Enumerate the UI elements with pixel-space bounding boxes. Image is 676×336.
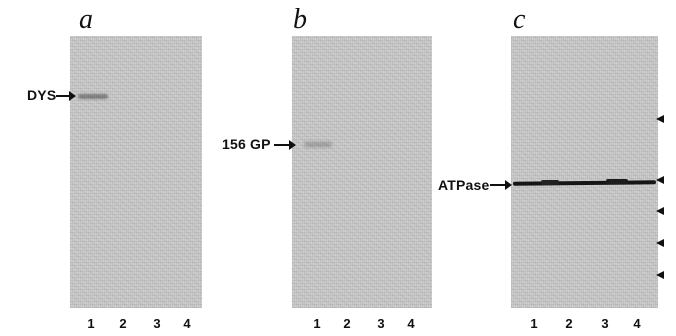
panel-a-lane-4: 4	[183, 316, 191, 331]
panel-b-marker-label: 156 GP	[222, 136, 271, 152]
panel-c-lane-1: 1	[530, 316, 538, 331]
panel-b-lane-1: 1	[313, 316, 321, 331]
panel-a-blot	[70, 36, 202, 308]
panel-c-band-lane2	[541, 180, 559, 185]
panel-c-lane-4: 4	[633, 316, 641, 331]
panel-a-lane-2: 2	[119, 316, 127, 331]
panel-c-letter: c	[513, 4, 526, 35]
panel-a-marker-label: DYS	[27, 87, 57, 103]
panel-a-lane-3: 3	[153, 316, 161, 331]
size-marker-arrowhead-2	[656, 176, 664, 184]
size-marker-arrowhead-5	[656, 271, 664, 279]
panel-b-blot	[292, 36, 432, 308]
panel-a-band-lane1	[78, 94, 108, 99]
panel-b-lane-4: 4	[407, 316, 415, 331]
size-marker-arrowhead-4	[656, 239, 664, 247]
panel-c-marker-label: ATPase	[438, 177, 490, 193]
size-marker-arrowhead-3	[656, 207, 664, 215]
panel-c-lane-3: 3	[601, 316, 609, 331]
panel-b-lane-2: 2	[343, 316, 351, 331]
panel-b-letter: b	[293, 4, 307, 35]
panel-c-lane-2: 2	[565, 316, 573, 331]
panel-b-marker-arrow	[274, 140, 296, 150]
panel-a-marker-arrow	[56, 91, 76, 101]
panel-c-blot	[511, 36, 658, 308]
panel-c-atpase-band	[513, 180, 656, 186]
panel-a-lane-1: 1	[87, 316, 95, 331]
size-marker-arrowhead-1	[656, 115, 664, 123]
panel-b-lane-3: 3	[377, 316, 385, 331]
panel-c-marker-arrow	[490, 180, 512, 190]
panel-a-letter: a	[79, 4, 93, 35]
panel-c-band-lane3	[606, 179, 628, 184]
panel-b-band-lane1	[304, 142, 332, 147]
